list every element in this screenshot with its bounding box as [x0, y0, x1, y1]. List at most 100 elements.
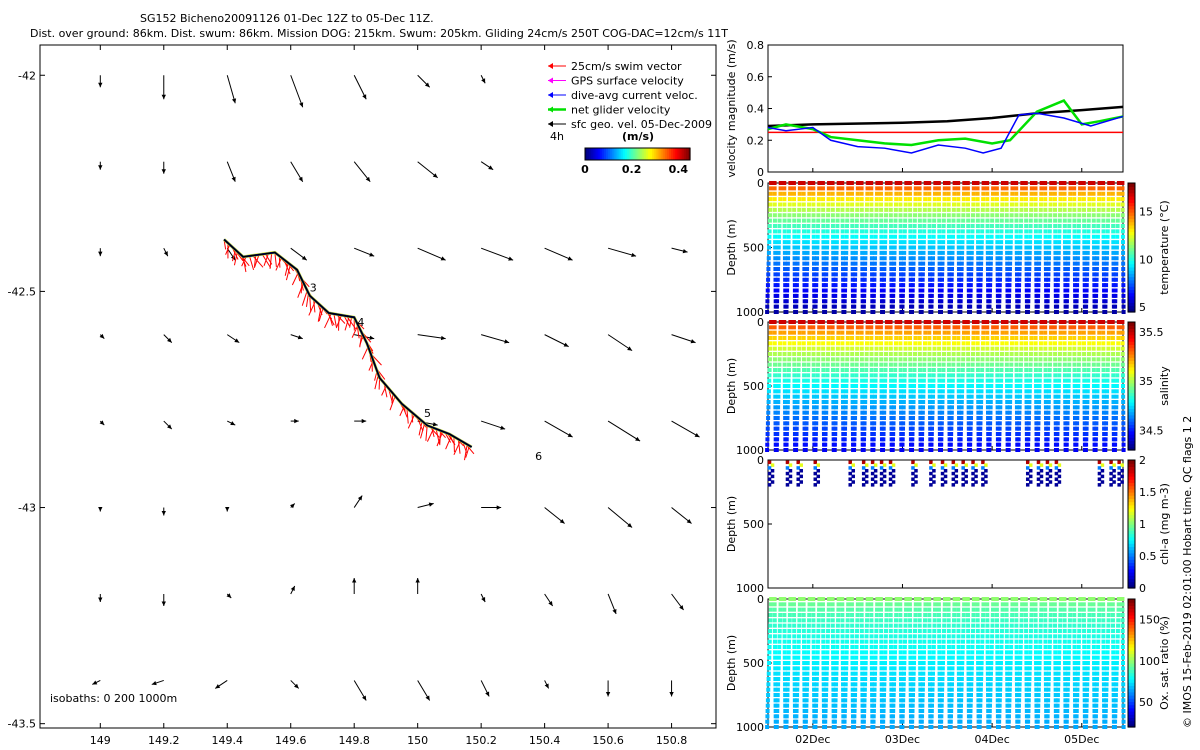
profile-sample: [777, 213, 782, 218]
arrow-head: [635, 436, 641, 442]
profile-sample: [823, 299, 828, 304]
profile-sample: [1096, 368, 1101, 372]
profile-sample: [927, 218, 932, 223]
profile-sample: [903, 357, 908, 362]
profile-sample: [941, 357, 946, 362]
chl-sample: [796, 471, 800, 476]
profile-sample: [1111, 373, 1116, 378]
profile-sample: [812, 410, 817, 415]
profile-sample: [1075, 416, 1080, 420]
profile-sample: [860, 405, 865, 410]
profile-sample: [792, 224, 797, 228]
profile-sample: [1057, 368, 1062, 372]
profile-sample: [836, 186, 841, 191]
profile-sample: [1043, 357, 1048, 362]
profile-sample: [939, 299, 944, 304]
profile-sample: [902, 384, 907, 388]
profile-sample: [1082, 405, 1087, 410]
profile-sample: [824, 272, 829, 277]
profile-sample: [1033, 320, 1038, 324]
profile-sample: [930, 267, 935, 271]
profile-sample: [1065, 432, 1070, 436]
arrow-head: [669, 691, 674, 697]
profile-sample: [792, 357, 797, 362]
profile-sample: [913, 336, 918, 340]
profile-sample: [991, 181, 996, 185]
profile-sample: [951, 352, 956, 356]
velocity-series-line: [767, 112, 1124, 154]
chl-sample: [1054, 460, 1059, 465]
profile-sample: [834, 384, 839, 388]
profile-sample: [901, 283, 906, 288]
profile-sample: [801, 181, 806, 185]
profile-sample: [969, 245, 974, 250]
swim-vector: [361, 346, 369, 360]
profile-sample: [959, 272, 964, 277]
profile-sample: [1120, 368, 1125, 372]
profile-sample: [783, 421, 788, 426]
profile-sample: [893, 229, 898, 234]
profile-sample: [783, 682, 788, 687]
profile-sample: [975, 229, 980, 234]
profile-sample: [976, 400, 981, 404]
profile-sample: [811, 330, 816, 335]
profile-sample: [1097, 330, 1102, 335]
velocity-series-line: [767, 105, 1124, 128]
profile-sample: [776, 400, 781, 404]
profile-sample: [811, 250, 816, 255]
profile-sample: [1014, 229, 1019, 234]
profile-sample: [884, 336, 889, 340]
profile-sample: [821, 693, 826, 697]
profile-sample: [811, 602, 816, 607]
profile-sample: [881, 299, 886, 304]
profile-sample: [958, 299, 963, 304]
profile-sample: [869, 357, 874, 362]
profile-sample: [1091, 197, 1096, 202]
profile-sample: [1037, 256, 1042, 261]
profile-sample: [1076, 224, 1081, 228]
profile-sample: [1082, 207, 1087, 212]
profile-sample: [792, 384, 797, 388]
profile-sample: [825, 661, 830, 665]
profile-sample: [1084, 299, 1089, 304]
profile-sample: [873, 250, 878, 255]
profile-sample: [1062, 368, 1067, 372]
profile-sample: [796, 634, 801, 639]
profile-sample: [1033, 181, 1038, 185]
profile-sample: [960, 245, 965, 250]
profile-sample: [947, 261, 952, 266]
y-tick-label: 500: [743, 518, 764, 531]
profile-sample: [820, 602, 825, 607]
profile-sample: [1068, 186, 1073, 191]
profile-sample: [990, 341, 995, 346]
profile-sample: [883, 378, 888, 383]
profile-sample: [1017, 410, 1022, 415]
arrow-head: [299, 102, 304, 108]
profile-sample: [956, 389, 961, 394]
profile-sample: [951, 202, 956, 207]
profile-sample: [840, 320, 845, 324]
profile-sample: [1037, 245, 1042, 250]
profile-sample: [786, 245, 791, 250]
profile-sample: [1028, 218, 1033, 223]
legend-label: GPS surface velocity: [571, 75, 684, 88]
profile-sample: [863, 394, 868, 399]
profile-sample: [911, 416, 916, 420]
profile-sample: [1033, 357, 1038, 362]
colorbar-cell: [1128, 325, 1135, 329]
profile-sample: [946, 218, 951, 223]
colorbar-cell: [1128, 411, 1135, 416]
profile-sample: [1024, 394, 1029, 399]
profile-sample: [980, 207, 985, 212]
profile-sample: [1053, 283, 1058, 288]
profile-sample: [952, 181, 957, 185]
profile-sample: [765, 725, 770, 729]
profile-sample: [922, 229, 927, 234]
profile-sample: [975, 218, 980, 223]
profile-sample: [777, 373, 782, 378]
profile-sample: [946, 186, 951, 191]
profile-sample: [821, 277, 826, 282]
profile-sample: [772, 325, 777, 330]
profile-sample: [889, 416, 894, 420]
profile-sample: [903, 336, 908, 340]
